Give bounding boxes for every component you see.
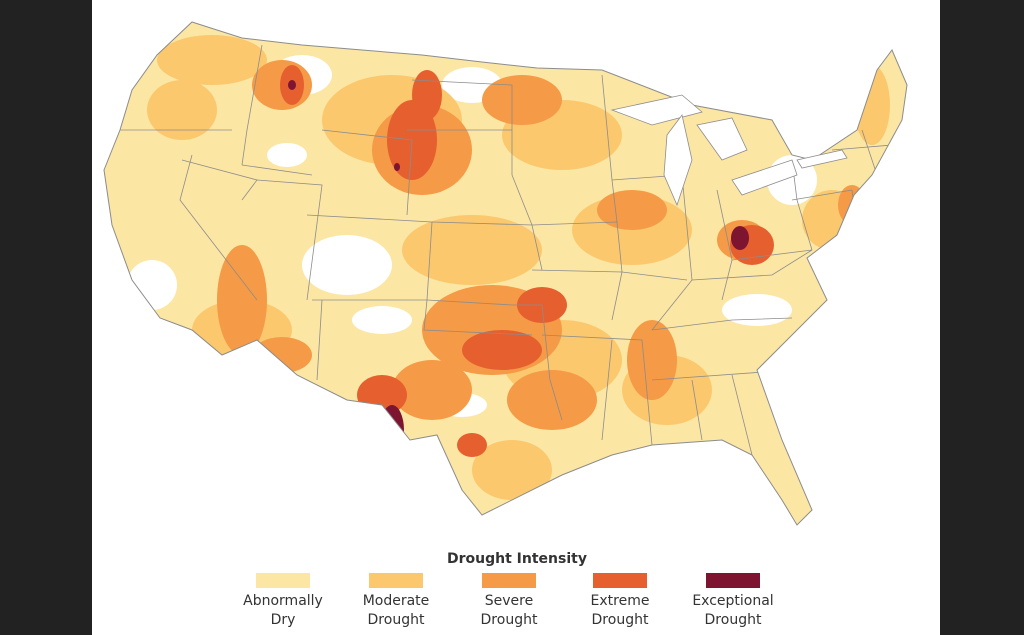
legend: Abnormally Dry Moderate Drought Severe D… — [227, 573, 827, 633]
great-lakes — [610, 94, 848, 207]
legend-swatch — [482, 573, 536, 588]
conus-outline — [103, 21, 908, 526]
map-figure: Drought Intensity Abnormally Dry Moderat… — [92, 0, 940, 635]
legend-item-abnormally-dry: Abnormally Dry — [227, 573, 339, 630]
legend-swatch — [256, 573, 310, 588]
legend-item-exceptional-drought: Exceptional Drought — [677, 573, 789, 630]
legend-swatch — [593, 573, 647, 588]
drought-map — [103, 21, 908, 526]
legend-label: Abnormally Dry — [243, 593, 323, 628]
legend-swatch — [369, 573, 423, 588]
legend-swatch — [706, 573, 760, 588]
state-borders — [120, 44, 893, 456]
legend-item-extreme-drought: Extreme Drought — [564, 573, 676, 630]
legend-label: Severe Drought — [480, 593, 538, 628]
legend-label: Exceptional Drought — [692, 593, 774, 628]
legend-item-moderate-drought: Moderate Drought — [340, 573, 452, 630]
legend-label: Moderate Drought — [362, 593, 430, 628]
legend-title: Drought Intensity — [447, 551, 587, 567]
legend-item-severe-drought: Severe Drought — [453, 573, 565, 630]
legend-label: Extreme Drought — [590, 593, 650, 628]
